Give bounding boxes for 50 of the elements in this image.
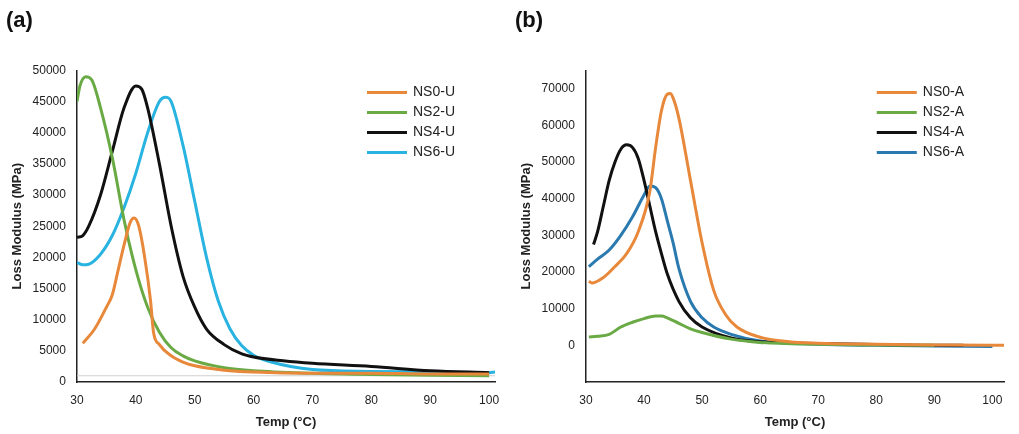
y-tick-label: 35000 bbox=[32, 156, 67, 171]
y-tick-label: 15000 bbox=[32, 280, 67, 295]
x-tick-label: 100 bbox=[982, 392, 1003, 407]
x-tick-label: 30 bbox=[70, 392, 84, 407]
y-tick-label: 30000 bbox=[32, 187, 67, 202]
x-tick-label: 70 bbox=[305, 392, 320, 407]
y-tick-label: 10000 bbox=[32, 311, 67, 326]
legend-label: NS0-U bbox=[412, 83, 456, 100]
x-tick-label: 50 bbox=[695, 392, 710, 407]
x-tick-label: 40 bbox=[637, 392, 652, 407]
chart-title: (a) bbox=[6, 7, 33, 33]
x-tick-label: 80 bbox=[364, 392, 379, 407]
legend-label: NS6-U bbox=[412, 143, 456, 160]
x-tick-label: 30 bbox=[579, 392, 593, 407]
y-tick-label: 60000 bbox=[541, 117, 576, 132]
x-tick-label: 50 bbox=[188, 392, 202, 407]
x-axis-title: Temp (°C) bbox=[764, 413, 826, 429]
y-tick-label: 25000 bbox=[32, 218, 67, 233]
y-tick-label: 0 bbox=[568, 337, 576, 352]
x-tick-label: 40 bbox=[129, 392, 143, 407]
y-tick-label: 10000 bbox=[541, 300, 576, 315]
x-axis-title: Temp (°C) bbox=[255, 413, 317, 429]
legend-label: NS2-U bbox=[412, 103, 456, 120]
chart-title: (b) bbox=[515, 7, 544, 33]
y-axis-title: Loss Modulus (MPa) bbox=[9, 163, 25, 290]
x-tick-label: 100 bbox=[479, 392, 500, 407]
y-tick-label: 20000 bbox=[32, 249, 67, 264]
y-tick-label: 0 bbox=[59, 374, 67, 389]
y-tick-label: 70000 bbox=[541, 81, 576, 96]
y-tick-label: 5000 bbox=[39, 343, 67, 358]
y-tick-label: 50000 bbox=[541, 154, 576, 169]
y-tick-label: 40000 bbox=[541, 191, 576, 206]
y-tick-label: 40000 bbox=[32, 125, 67, 140]
x-tick-label: 60 bbox=[246, 392, 261, 407]
line-series bbox=[81, 216, 491, 376]
x-tick-label: 90 bbox=[423, 392, 438, 407]
x-tick-label: 70 bbox=[811, 392, 826, 407]
y-tick-label: 20000 bbox=[541, 264, 576, 279]
legend-label: NS2-A bbox=[922, 103, 965, 120]
y-axis-title: Loss Modulus (MPa) bbox=[518, 163, 534, 290]
legend-label: NS4-U bbox=[412, 123, 456, 140]
x-tick-label: 60 bbox=[753, 392, 768, 407]
y-tick-label: 30000 bbox=[541, 227, 576, 242]
y-tick-label: 50000 bbox=[32, 62, 67, 77]
x-tick-label: 80 bbox=[869, 392, 884, 407]
legend-label: NS4-A bbox=[922, 123, 965, 140]
y-tick-label: 45000 bbox=[32, 93, 67, 108]
x-tick-label: 90 bbox=[927, 392, 942, 407]
legend-label: NS6-A bbox=[922, 143, 965, 160]
legend-label: NS0-A bbox=[922, 83, 965, 100]
